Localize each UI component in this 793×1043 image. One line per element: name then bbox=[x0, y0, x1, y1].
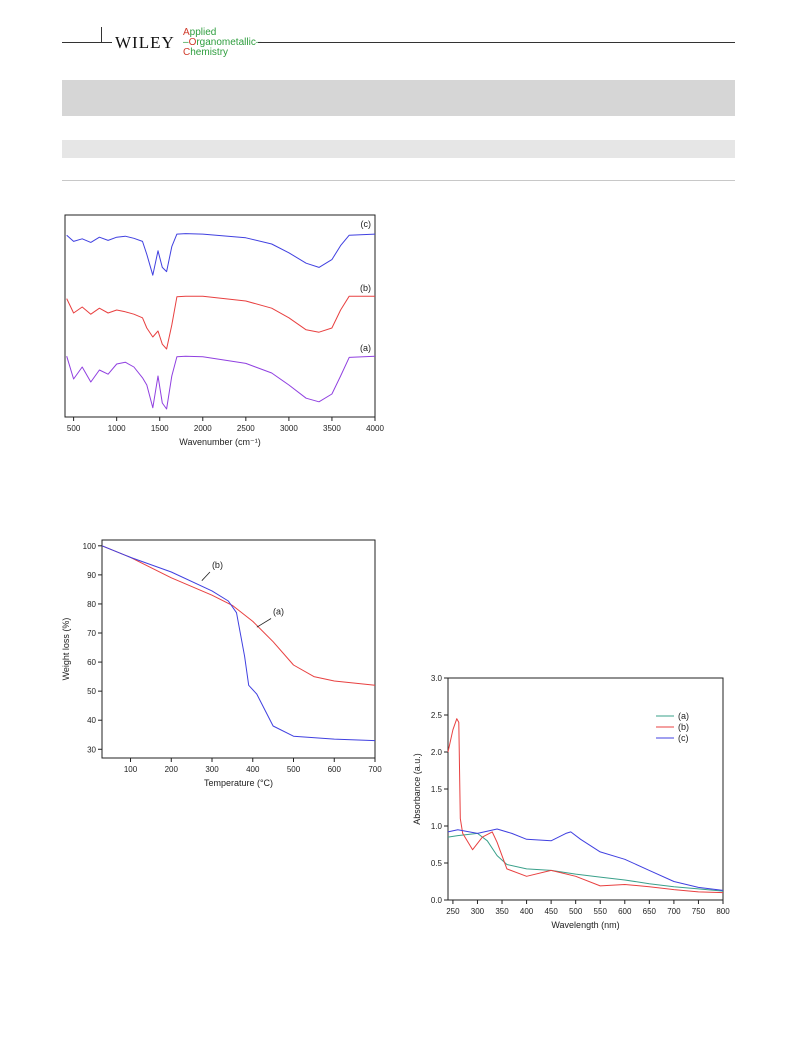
series-line bbox=[66, 295, 375, 350]
header-vertical-rule bbox=[101, 27, 102, 42]
legend-entry: (a) bbox=[678, 711, 689, 721]
redacted-subtitle-band bbox=[62, 140, 735, 158]
x-tick-label: 500 bbox=[569, 907, 583, 916]
x-tick-label: 400 bbox=[246, 765, 260, 774]
plot-frame bbox=[64, 214, 376, 418]
redacted-title-band bbox=[62, 80, 735, 116]
series-line bbox=[66, 355, 376, 410]
x-axis-label: Temperature (°C) bbox=[204, 778, 273, 788]
x-tick-label: 650 bbox=[643, 907, 657, 916]
y-axis-label: Weight loss (%) bbox=[61, 618, 71, 681]
y-tick-label: 50 bbox=[87, 687, 96, 696]
y-tick-label: 90 bbox=[87, 571, 96, 580]
y-tick-label: 0.5 bbox=[431, 859, 443, 868]
x-tick-label: 1000 bbox=[108, 424, 126, 433]
x-tick-label: 800 bbox=[716, 907, 730, 916]
x-tick-label: 4000 bbox=[366, 424, 384, 433]
x-tick-label: 550 bbox=[594, 907, 608, 916]
header-rule-left bbox=[62, 42, 112, 43]
x-tick-label: 300 bbox=[205, 765, 219, 774]
annotation-label: (a) bbox=[273, 606, 284, 616]
x-tick-label: 3500 bbox=[323, 424, 341, 433]
y-tick-label: 100 bbox=[83, 542, 97, 551]
x-tick-label: 2000 bbox=[194, 424, 212, 433]
series-label: (b) bbox=[360, 283, 371, 293]
series-line bbox=[101, 545, 376, 742]
y-tick-label: 2.0 bbox=[431, 748, 443, 757]
x-tick-label: 250 bbox=[446, 907, 460, 916]
y-tick-label: 30 bbox=[87, 745, 96, 754]
x-tick-label: 300 bbox=[471, 907, 485, 916]
y-axis-label: Absorbance (a.u.) bbox=[412, 753, 422, 825]
publisher-logo: WILEY bbox=[115, 33, 175, 52]
x-axis-label: Wavenumber (cm⁻¹) bbox=[179, 437, 260, 447]
y-tick-label: 70 bbox=[87, 629, 96, 638]
x-tick-label: 600 bbox=[618, 907, 632, 916]
y-tick-label: 0.0 bbox=[431, 896, 443, 905]
ir-spectrum-chart: 500 1000 1500 2000 2500 3000 3500 4000 Wavenumbe… bbox=[64, 214, 384, 447]
x-tick-label: 700 bbox=[368, 765, 382, 774]
y-tick-label: 2.5 bbox=[431, 711, 443, 720]
legend-entry: (b) bbox=[678, 722, 689, 732]
plot-frame bbox=[101, 539, 376, 759]
x-tick-label: 1500 bbox=[151, 424, 169, 433]
annotation-arrow bbox=[256, 618, 272, 628]
journal-line-1: Applied bbox=[183, 27, 217, 38]
series-line bbox=[101, 545, 376, 686]
series-label: (c) bbox=[361, 219, 372, 229]
x-tick-label: 700 bbox=[667, 907, 681, 916]
page-header: WILEY Applied –Organometallic– Chemistry bbox=[0, 0, 793, 60]
x-axis-label: Wavelength (nm) bbox=[551, 920, 619, 930]
x-tick-label: 750 bbox=[692, 907, 706, 916]
series-line bbox=[447, 828, 724, 891]
x-tick-label: 200 bbox=[165, 765, 179, 774]
x-tick-label: 450 bbox=[544, 907, 558, 916]
y-tick-label: 80 bbox=[87, 600, 96, 609]
journal-logo: Applied –Organometallic– Chemistry bbox=[183, 28, 261, 58]
x-tick-label: 3000 bbox=[280, 424, 298, 433]
annotation-label: (b) bbox=[212, 560, 223, 570]
x-tick-label: 100 bbox=[124, 765, 138, 774]
y-tick-label: 40 bbox=[87, 716, 96, 725]
series-line bbox=[66, 233, 376, 276]
series-label: (a) bbox=[360, 343, 371, 353]
annotation-arrow bbox=[201, 571, 211, 581]
legend-entry: (c) bbox=[678, 733, 689, 743]
x-tick-label: 2500 bbox=[237, 424, 255, 433]
uv-vis-chart: 250 300 350 400 450 500 550 600 650 700 750 800 Wave… bbox=[412, 674, 730, 930]
x-tick-label: 500 bbox=[287, 765, 301, 774]
y-tick-label: 1.0 bbox=[431, 822, 443, 831]
x-tick-label: 500 bbox=[67, 424, 81, 433]
tga-chart: 100 200 300 400 500 600 700 Temperature (°C) 30 4… bbox=[61, 539, 382, 788]
x-tick-label: 400 bbox=[520, 907, 534, 916]
x-tick-label: 350 bbox=[495, 907, 509, 916]
y-tick-label: 60 bbox=[87, 658, 96, 667]
header-rule-right bbox=[258, 42, 735, 43]
y-tick-label: 3.0 bbox=[431, 674, 443, 683]
journal-line-3: Chemistry bbox=[183, 47, 229, 58]
series-line bbox=[447, 718, 724, 894]
x-tick-label: 600 bbox=[328, 765, 342, 774]
y-tick-label: 1.5 bbox=[431, 785, 443, 794]
section-divider bbox=[62, 180, 735, 181]
